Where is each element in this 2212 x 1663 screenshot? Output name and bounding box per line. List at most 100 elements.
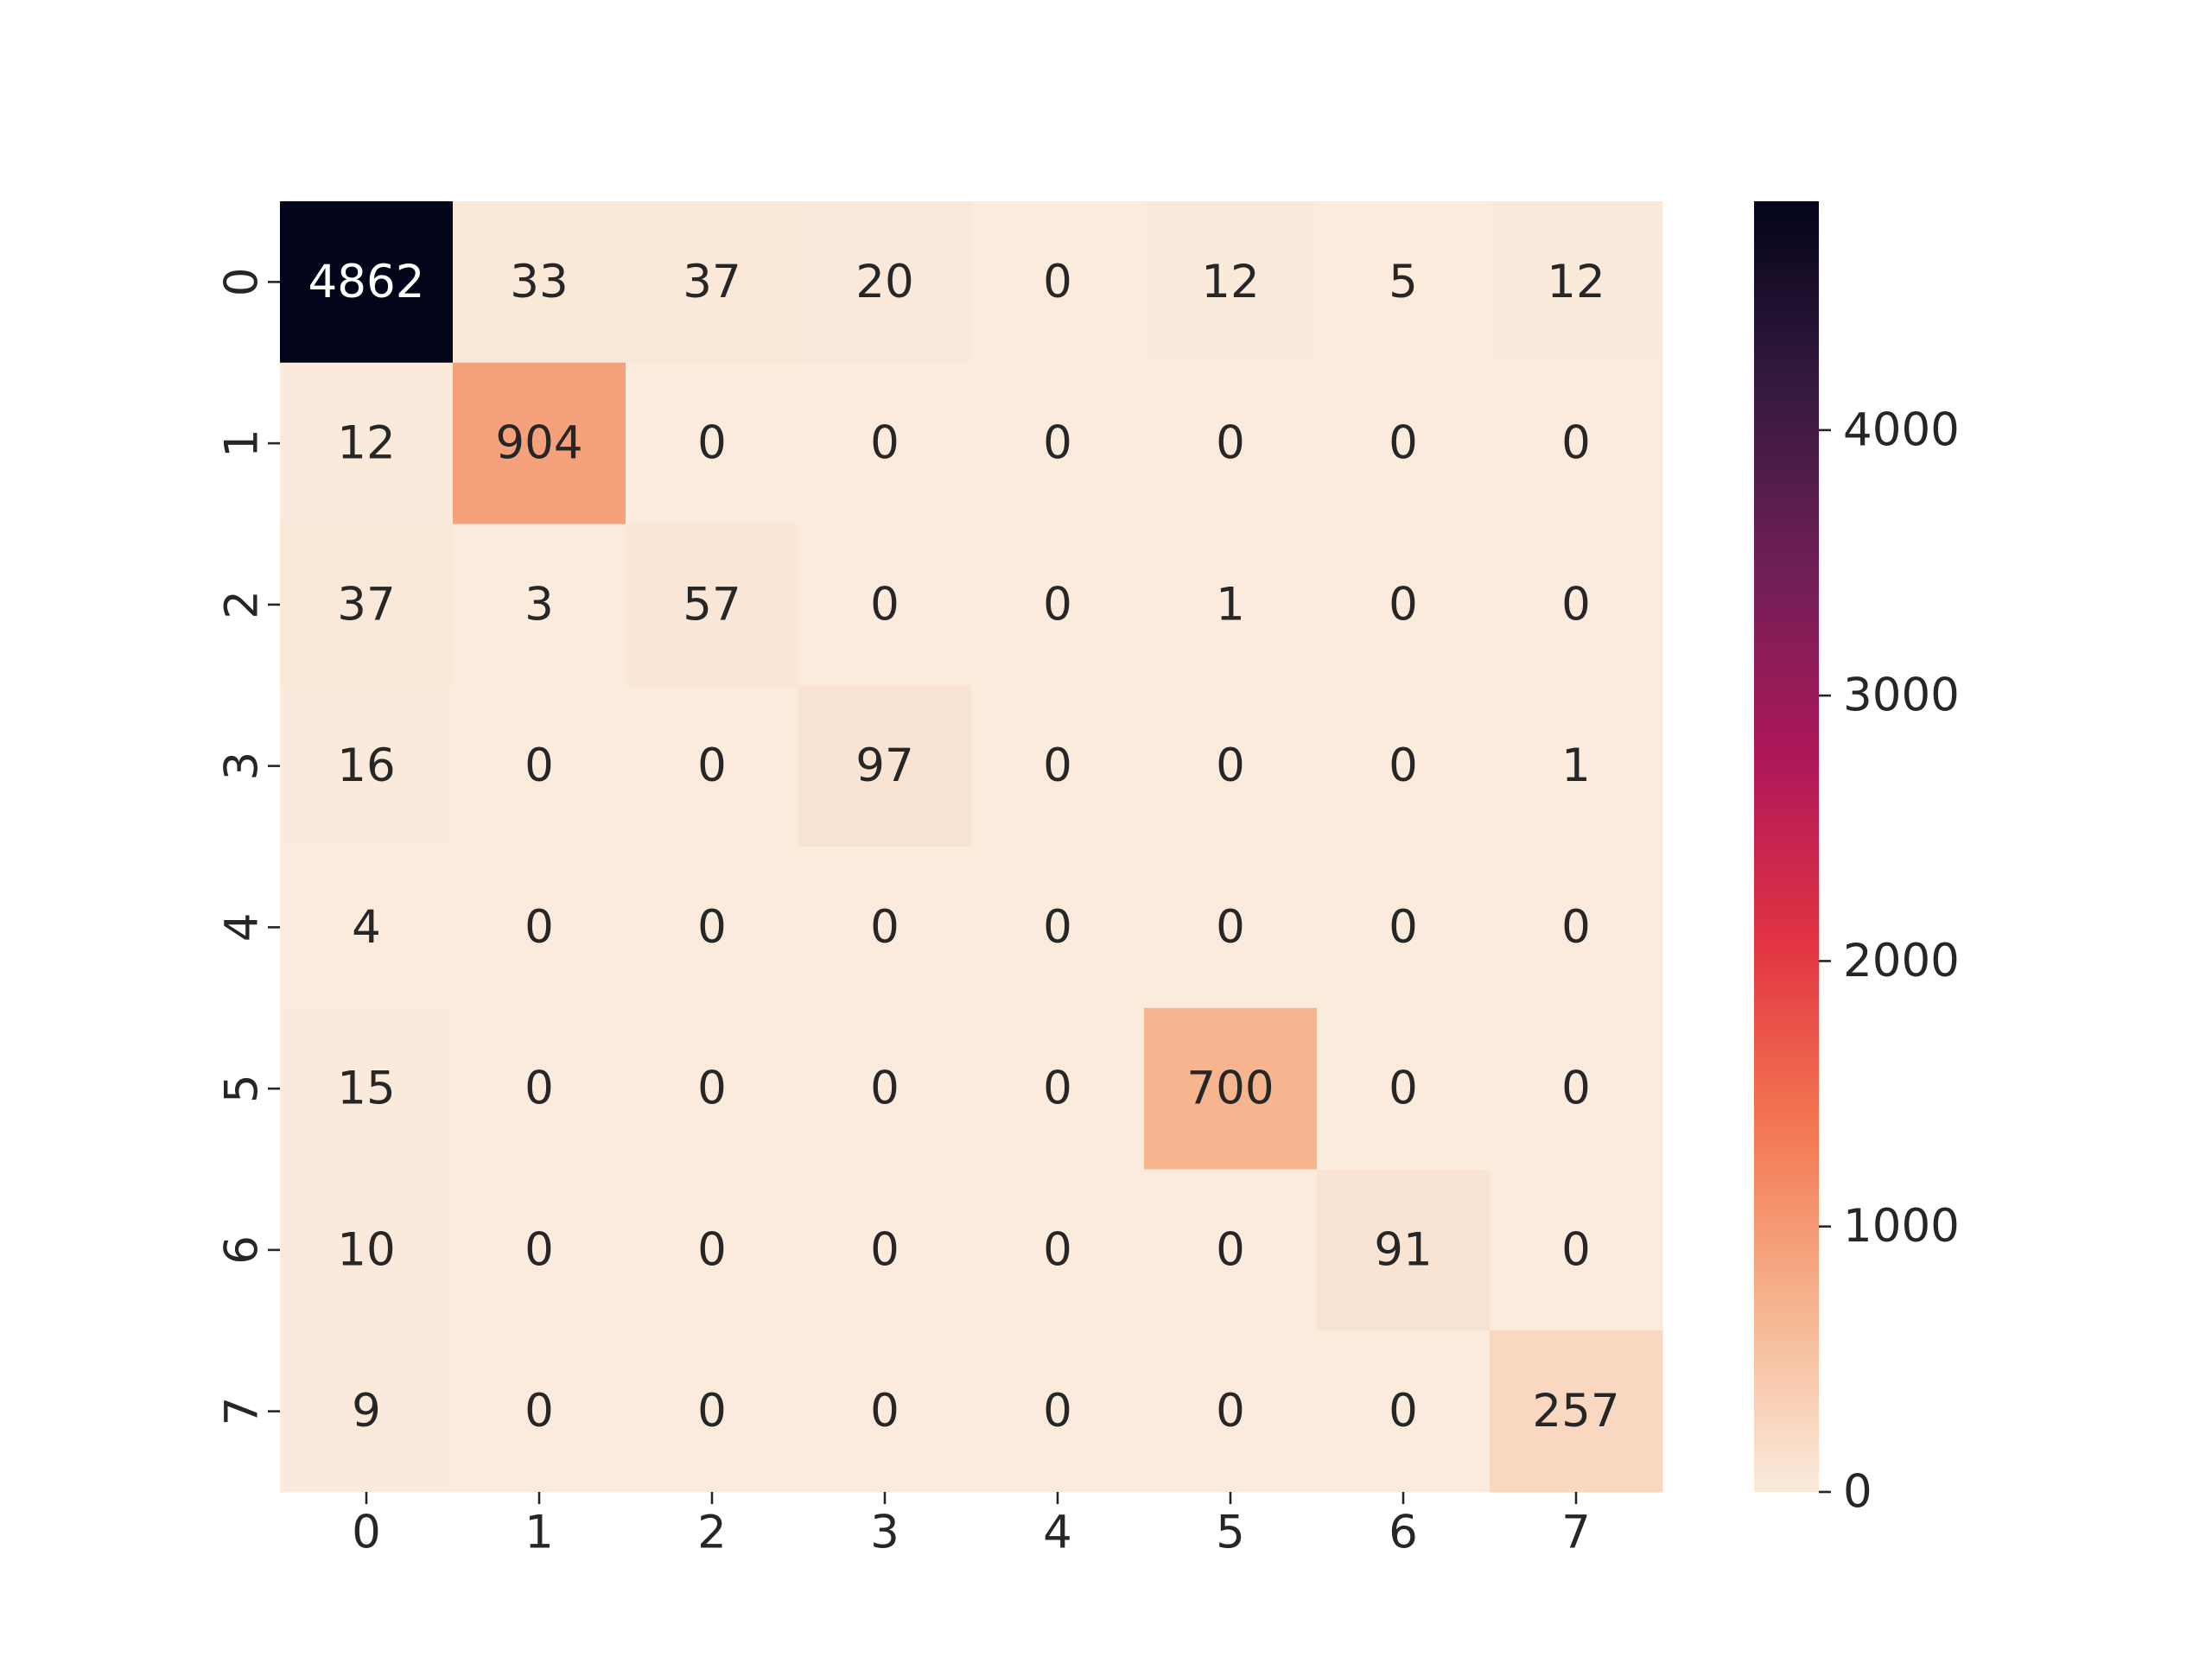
y-tick-label-0: 0 (216, 268, 269, 297)
cell-value-r0-c3: 20 (855, 256, 913, 308)
cell-r2-c2 (626, 524, 799, 686)
cell-r1-c6 (1317, 362, 1491, 525)
y-tick-label-7: 7 (216, 1397, 269, 1426)
cell-r3-c7 (1490, 685, 1663, 847)
cell-r6-c6 (1317, 1169, 1491, 1331)
cell-value-r2-c6: 0 (1389, 578, 1418, 631)
cell-value-r1-c6: 0 (1389, 417, 1418, 470)
cell-r2-c3 (798, 524, 972, 686)
cell-r4-c1 (453, 847, 626, 1009)
cell-value-r4-c5: 0 (1216, 901, 1245, 954)
cell-value-r6-c5: 0 (1216, 1223, 1245, 1276)
y-tick-label-4: 4 (216, 913, 269, 943)
cell-value-r4-c2: 0 (697, 901, 727, 954)
y-tick-label-5: 5 (216, 1074, 269, 1103)
cell-value-r2-c4: 0 (1043, 578, 1072, 631)
cell-value-r1-c0: 12 (337, 417, 395, 470)
cell-r1-c5 (1144, 362, 1318, 525)
cell-value-r3-c2: 0 (697, 739, 727, 792)
cell-r0-c3 (798, 201, 972, 364)
cell-r5-c2 (626, 1007, 799, 1171)
cell-value-r7-c7: 257 (1532, 1385, 1619, 1438)
cell-r0-c4 (971, 201, 1145, 364)
cell-r0-c0 (280, 201, 454, 364)
colorbar-gradient (1754, 201, 1819, 1492)
cell-value-r7-c6: 0 (1389, 1385, 1418, 1438)
x-tick-label-0: 0 (352, 1506, 381, 1558)
cell-value-r6-c3: 0 (870, 1223, 899, 1276)
cell-value-r3-c3: 97 (855, 739, 913, 792)
cell-value-r5-c2: 0 (697, 1063, 727, 1115)
cell-value-r2-c3: 0 (870, 578, 899, 631)
colorbar-tick-label-3: 3000 (1843, 670, 1960, 722)
cell-r1-c4 (971, 362, 1145, 525)
x-tick-label-5: 5 (1216, 1506, 1245, 1558)
cell-value-r3-c1: 0 (524, 739, 554, 792)
cell-value-r7-c0: 9 (352, 1385, 381, 1438)
cell-value-r7-c1: 0 (524, 1385, 554, 1438)
cell-r4-c6 (1317, 847, 1491, 1009)
cell-value-r4-c7: 0 (1561, 901, 1591, 954)
colorbar-tick-label-1: 1000 (1843, 1200, 1960, 1253)
cell-value-r4-c6: 0 (1389, 901, 1418, 954)
cell-value-r1-c2: 0 (697, 417, 727, 470)
cell-value-r0-c1: 33 (510, 256, 568, 308)
cell-value-r3-c6: 0 (1389, 739, 1418, 792)
cell-value-r5-c6: 0 (1389, 1063, 1418, 1115)
cell-r4-c3 (798, 847, 972, 1009)
cell-r7-c4 (971, 1330, 1145, 1493)
cell-r1-c2 (626, 362, 799, 525)
cell-value-r7-c4: 0 (1043, 1385, 1072, 1438)
cell-r5-c5 (1144, 1007, 1318, 1171)
x-axis: 0 1 2 3 4 5 6 7 (352, 1492, 1591, 1558)
cell-value-r4-c3: 0 (870, 901, 899, 954)
cell-value-r5-c3: 0 (870, 1063, 899, 1115)
cell-r0-c1 (453, 201, 626, 364)
cell-r6-c7 (1490, 1169, 1663, 1331)
cell-value-r6-c7: 0 (1561, 1223, 1591, 1276)
cell-r4-c0 (280, 847, 454, 1009)
cell-value-r2-c7: 0 (1561, 578, 1591, 631)
cell-r5-c0 (280, 1007, 454, 1171)
cell-r0-c6 (1317, 201, 1491, 364)
cell-value-r3-c5: 0 (1216, 739, 1245, 792)
cell-value-r5-c4: 0 (1043, 1063, 1072, 1115)
cell-r7-c3 (798, 1330, 972, 1493)
cell-value-r3-c0: 16 (337, 739, 395, 792)
cell-value-r4-c4: 0 (1043, 901, 1072, 954)
x-tick-label-6: 6 (1389, 1506, 1418, 1558)
y-tick-label-2: 2 (216, 590, 269, 619)
cell-r6-c2 (626, 1169, 799, 1331)
cell-r6-c4 (971, 1169, 1145, 1331)
cell-r3-c2 (626, 685, 799, 847)
cell-r5-c1 (453, 1007, 626, 1171)
colorbar: 0 1000 2000 3000 4000 (1754, 201, 1960, 1519)
cell-r6-c0 (280, 1169, 454, 1331)
cell-value-r6-c4: 0 (1043, 1223, 1072, 1276)
y-tick-label-6: 6 (216, 1235, 269, 1265)
cell-value-r0-c0: 4862 (308, 256, 425, 308)
cell-r7-c2 (626, 1330, 799, 1493)
cell-r6-c1 (453, 1169, 626, 1331)
cell-r7-c6 (1317, 1330, 1491, 1493)
cell-r1-c3 (798, 362, 972, 525)
cell-value-r5-c5: 700 (1186, 1063, 1274, 1115)
cell-r0-c2 (626, 201, 799, 364)
cell-value-r0-c4: 0 (1043, 256, 1072, 308)
cell-r6-c5 (1144, 1169, 1318, 1331)
cell-value-r2-c1: 3 (524, 578, 554, 631)
cell-value-r0-c2: 37 (683, 256, 741, 308)
cell-value-r6-c0: 10 (337, 1223, 395, 1276)
cell-r5-c4 (971, 1007, 1145, 1171)
cell-r7-c7 (1490, 1330, 1663, 1493)
cell-r4-c2 (626, 847, 799, 1009)
cell-value-r0-c6: 5 (1389, 256, 1418, 308)
cell-r3-c0 (280, 685, 454, 847)
cell-r7-c5 (1144, 1330, 1318, 1493)
cell-r1-c1 (453, 362, 626, 525)
cell-value-r2-c0: 37 (337, 578, 395, 631)
cell-value-r1-c3: 0 (870, 417, 899, 470)
cell-r6-c3 (798, 1169, 972, 1331)
